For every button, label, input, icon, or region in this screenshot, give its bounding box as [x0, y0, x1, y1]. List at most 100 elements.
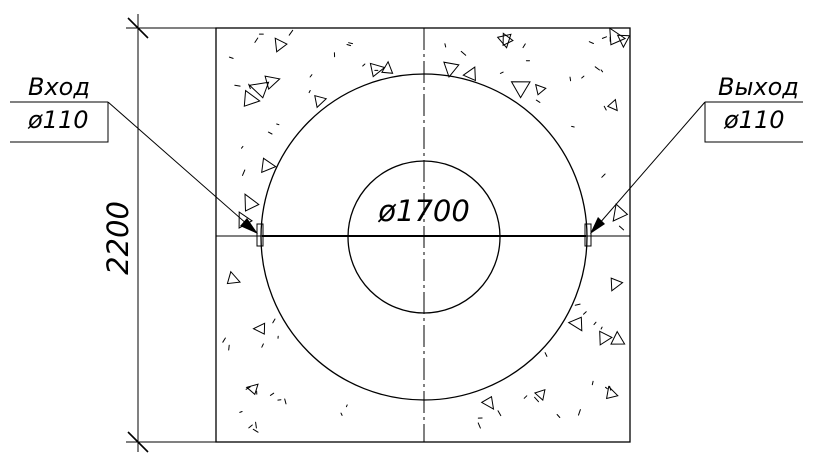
slab-outline	[215, 27, 631, 443]
hatch-tick	[535, 99, 541, 103]
hatch-tick	[252, 428, 259, 433]
hatch-tick	[588, 41, 594, 44]
hatch-aggregate-triangle	[480, 395, 495, 411]
hatch-aggregate-triangle	[244, 193, 260, 212]
hatch-aggregate-triangle	[606, 98, 618, 112]
hatch-aggregate-triangle	[274, 37, 288, 53]
hatch-tick	[242, 169, 246, 176]
hatch-aggregate-triangle	[369, 62, 386, 78]
dimension-tick-bottom	[127, 431, 149, 453]
hatch-tick	[523, 395, 528, 399]
hatch-tick	[346, 44, 352, 47]
hatch-tick	[499, 71, 504, 74]
hatch-tick	[574, 303, 581, 306]
hatch-tick	[603, 105, 607, 111]
hatch-tick	[248, 424, 253, 429]
hatch-aggregate-triangle	[238, 211, 253, 229]
hatch-aggregate-triangle	[609, 27, 627, 46]
hatch-aggregate-triangle	[535, 83, 547, 96]
hatch-aggregate-triangle	[616, 34, 631, 49]
outer-ring	[260, 73, 588, 401]
hatch-tick	[308, 90, 311, 94]
hatch-tick	[267, 131, 273, 135]
hatch-aggregate-triangle	[264, 75, 281, 91]
hatch-tick	[497, 410, 502, 417]
outlet-pipe-stub	[584, 223, 592, 247]
dimension-tick-top	[127, 17, 149, 39]
hatch-aggregate-triangle	[610, 330, 626, 345]
hatch-tick	[522, 43, 526, 49]
hatch-aggregate-triangle	[245, 383, 259, 396]
inlet-diameter-frame	[10, 102, 109, 143]
hatch-aggregate-triangle	[612, 203, 629, 222]
inlet-leader-line	[107, 101, 257, 233]
hatch-tick	[605, 386, 608, 390]
hatch-tick	[569, 76, 572, 82]
hatch-tick	[248, 83, 251, 90]
hatch-aggregate-triangle	[381, 60, 394, 74]
hatch-tick	[261, 343, 264, 348]
hatch-tick	[591, 380, 594, 386]
hatch-aggregate-triangle	[533, 388, 546, 402]
hatch-tick	[556, 414, 561, 418]
hatch-tick	[534, 396, 539, 403]
outlet-diameter-frame	[704, 102, 803, 143]
hatch-tick	[241, 145, 244, 149]
hatch-tick	[288, 29, 294, 36]
hatch-tick	[255, 421, 257, 429]
hatch-aggregate-triangle	[248, 81, 270, 99]
concrete-hatching	[222, 27, 631, 433]
hatch-tick	[340, 412, 343, 416]
dimension-2200-label: 2200	[101, 201, 135, 275]
hatch-tick	[600, 326, 603, 330]
hatch-tick	[600, 69, 604, 73]
hatch-tick	[460, 50, 467, 56]
hatch-tick	[309, 74, 313, 78]
hatch-tick	[228, 56, 234, 59]
hatch-tick	[254, 37, 259, 43]
hatch-tick	[269, 392, 275, 396]
outlet-leader-line	[591, 101, 706, 233]
hatch-tick	[581, 75, 585, 79]
hatch-tick	[601, 173, 606, 178]
outlet-arrowhead	[590, 217, 605, 234]
hatch-aggregate-triangle	[261, 157, 277, 174]
hatch-tick	[345, 404, 348, 408]
hatch-tick	[234, 84, 241, 87]
hatch-aggregate-triangle	[567, 316, 583, 332]
hatch-tick	[578, 409, 581, 416]
hatch-aggregate-triangle	[610, 277, 624, 292]
hatch-tick	[444, 43, 447, 48]
hatch-tick	[601, 36, 607, 39]
hatch-tick	[593, 321, 597, 326]
hatch-tick	[228, 344, 230, 351]
hatch-aggregate-triangle	[599, 330, 613, 346]
hatch-tick	[618, 225, 625, 231]
hatch-aggregate-triangle	[252, 322, 266, 335]
inlet-pipe-stub	[256, 223, 264, 247]
hatch-tick	[222, 337, 226, 343]
hatch-aggregate-triangle	[510, 81, 531, 99]
hatch-tick	[245, 386, 251, 390]
hatch-tick	[276, 123, 280, 126]
hatch-aggregate-triangle	[462, 66, 476, 82]
hatch-tick	[348, 42, 353, 45]
inlet-diameter-label: ø110	[27, 106, 89, 134]
outlet-label: Выход	[718, 73, 799, 101]
hatch-tick	[583, 311, 587, 315]
hatch-tick	[239, 411, 243, 413]
hatch-tick	[594, 66, 600, 71]
hatch-aggregate-triangle	[243, 89, 261, 107]
hatch-tick	[362, 63, 366, 67]
hatch-tick	[284, 398, 287, 405]
inlet-arrowhead	[240, 218, 258, 234]
inlet-label: Вход	[28, 73, 90, 101]
hatch-tick	[571, 125, 575, 128]
ring-diameter-label: ø1700	[377, 194, 470, 228]
hatch-tick	[272, 318, 276, 324]
outlet-diameter-label: ø110	[723, 106, 785, 134]
hatch-aggregate-triangle	[496, 33, 512, 49]
hatch-tick	[544, 352, 548, 357]
hatch-tick	[477, 422, 481, 429]
